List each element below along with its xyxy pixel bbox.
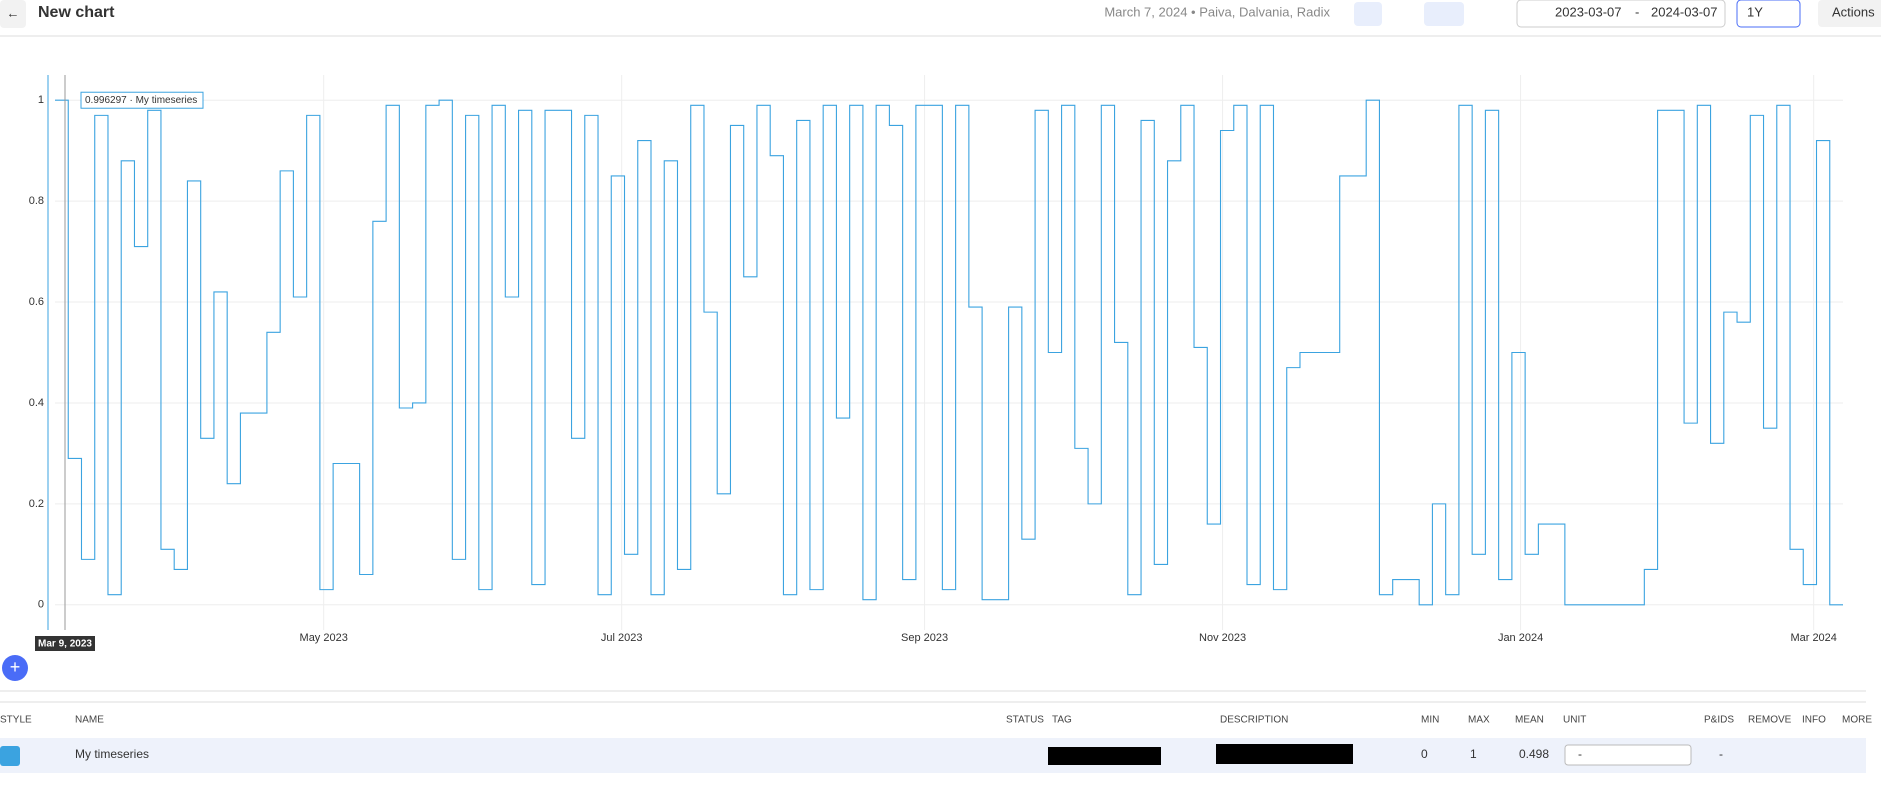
series-line xyxy=(55,99,1843,606)
y-tick-label: 0.2 xyxy=(29,498,44,510)
x-tick-label: Jan 2024 xyxy=(1498,632,1543,644)
column-header: REMOVE xyxy=(1748,715,1792,726)
add-icon[interactable]: + xyxy=(10,657,21,677)
unit-select[interactable] xyxy=(1564,744,1692,766)
column-header: TAG xyxy=(1052,715,1072,726)
grid-toggle[interactable] xyxy=(1354,2,1382,26)
date-tooltip: Mar 9, 2023 xyxy=(38,639,92,650)
back-icon[interactable]: ← xyxy=(7,5,20,20)
table: My timeseries 0 1 0.498 - - STYLE NAME STA… xyxy=(0,715,1872,773)
column-header: NAME xyxy=(75,715,104,726)
y-tick-label: 0.6 xyxy=(29,296,44,308)
tooltip-box xyxy=(80,91,204,109)
y-tick-label: 0 xyxy=(38,599,44,611)
table-row[interactable] xyxy=(0,738,1866,773)
date-sep: - xyxy=(1635,4,1639,19)
min: 0 xyxy=(1421,747,1428,761)
date-to[interactable]: 2024-03-07 xyxy=(1651,4,1718,19)
range[interactable]: 1Y xyxy=(1747,4,1763,19)
header: ← New chart March 7, 2024 • Paiva, Dalva… xyxy=(0,0,1881,37)
column-header: DESCRIPTION xyxy=(1220,715,1288,726)
redacted xyxy=(1216,744,1353,764)
column-header: UNIT xyxy=(1563,715,1586,726)
column-header: MORE xyxy=(1842,715,1872,726)
column-header: STYLE xyxy=(0,715,32,726)
y-tick-label: 0.4 xyxy=(29,397,44,409)
axis-toggle[interactable] xyxy=(1424,2,1464,26)
pids: - xyxy=(1719,747,1723,761)
x-tick-label: Jul 2023 xyxy=(601,632,643,644)
redacted xyxy=(1048,747,1161,765)
y-tick-label: 1 xyxy=(38,94,44,106)
column-header: MEAN xyxy=(1515,715,1544,726)
meta: March 7, 2024 • Paiva, Dalvania, Radix xyxy=(1104,4,1330,19)
range-select[interactable] xyxy=(1736,0,1801,28)
mean: 0.498 xyxy=(1519,747,1549,761)
tooltip: 0.996297 · My timeseries xyxy=(85,95,197,106)
column-header: INFO xyxy=(1802,715,1826,726)
date-range[interactable] xyxy=(1516,0,1726,28)
x-tick-label: Nov 2023 xyxy=(1199,632,1246,644)
series-name: My timeseries xyxy=(75,747,149,761)
y-tick-label: 0.8 xyxy=(29,195,44,207)
actions[interactable]: Actions xyxy=(1832,4,1875,19)
back-button[interactable] xyxy=(0,0,26,28)
add-button[interactable] xyxy=(2,655,28,681)
date-from[interactable]: 2023-03-07 xyxy=(1555,4,1622,19)
actions-button[interactable] xyxy=(1818,0,1881,27)
style-swatch[interactable] xyxy=(0,746,20,766)
column-header: MAX xyxy=(1468,715,1490,726)
unit[interactable]: - xyxy=(1578,747,1582,761)
x-tick-label: Sep 2023 xyxy=(901,632,948,644)
chart-title: New chart xyxy=(38,4,115,21)
column-header: STATUS xyxy=(1006,715,1044,726)
x-tick-label: May 2023 xyxy=(300,632,348,644)
max: 1 xyxy=(1470,747,1477,761)
plot: 0 0.2 0.4 0.6 0.8 1 May 2023 Jul 2023 Sep 2023 No… xyxy=(29,75,1843,651)
column-header: MIN xyxy=(1421,715,1439,726)
x-tick-label: Mar 2024 xyxy=(1790,632,1836,644)
date-tooltip-box xyxy=(35,636,95,651)
column-header: P&IDS xyxy=(1704,715,1734,726)
